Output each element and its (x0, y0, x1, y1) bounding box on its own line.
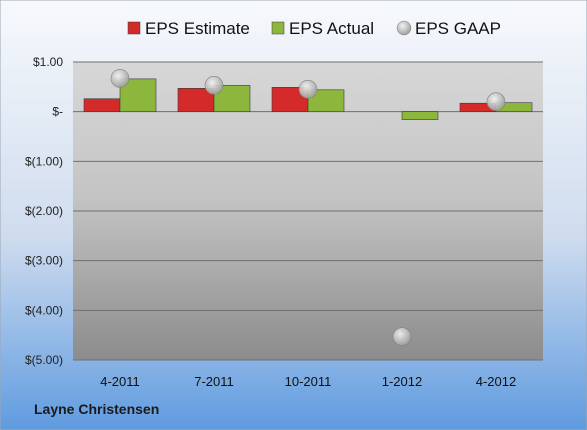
y-tick-label: $(3.00) (25, 254, 63, 268)
x-tick-label: 7-2011 (194, 374, 234, 389)
x-tick-label: 4-2012 (476, 374, 516, 389)
x-tick-label: 4-2011 (100, 374, 140, 389)
legend-swatch (271, 21, 285, 35)
y-tick-label: $1.00 (33, 55, 63, 69)
eps-gaap-point (486, 92, 506, 112)
bars (83, 78, 533, 120)
legend: EPS Estimate EPS Actual EPS GAAP (127, 19, 501, 38)
eps-gaap-point (392, 327, 412, 346)
grid-lines (73, 61, 543, 361)
legend-label: EPS Estimate (145, 19, 250, 38)
legend-label: EPS GAAP (415, 19, 501, 38)
y-axis-tick-labels: $1.00 $- $(1.00) $(2.00) $(3.00) $(4.00) $(5.0… (25, 55, 63, 367)
y-tick-label: $(4.00) (25, 303, 63, 317)
eps-estimate-bar (83, 98, 121, 112)
eps-gaap-point (204, 76, 224, 95)
x-axis-tick-labels: 4-2011 7-2011 10-2011 1-2012 4-2012 (100, 374, 516, 389)
eps-gaap-point (110, 69, 130, 88)
x-tick-label: 10-2011 (285, 374, 332, 389)
company-name: Layne Christensen (34, 401, 160, 417)
eps-actual-bar (307, 89, 345, 112)
y-tick-label: $- (52, 105, 63, 119)
eps-gaap-point (298, 80, 318, 99)
y-tick-label: $(5.00) (25, 353, 63, 367)
legend-label: EPS Actual (289, 19, 374, 38)
legend-swatch (127, 21, 141, 35)
x-tick-label: 1-2012 (382, 374, 422, 389)
eps-actual-bar (401, 111, 439, 120)
legend-swatch (396, 20, 412, 36)
gaap-points (110, 69, 506, 346)
y-tick-label: $(2.00) (25, 204, 63, 218)
y-tick-label: $(1.00) (25, 154, 63, 168)
